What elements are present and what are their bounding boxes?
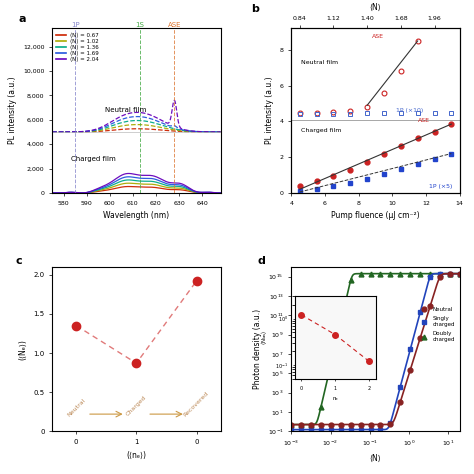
Doubly
charged [388, 271, 393, 276]
Doubly
charged [447, 271, 453, 276]
Neutral [457, 271, 463, 276]
Singly
charged [417, 310, 423, 315]
Neutral [447, 271, 453, 276]
Singly
charged [328, 427, 334, 432]
X-axis label: ⟨N⟩: ⟨N⟩ [370, 3, 382, 12]
Text: ASE: ASE [372, 34, 384, 39]
Text: Charged film: Charged film [71, 156, 115, 162]
Singly
charged [358, 427, 364, 432]
Neutral [358, 422, 364, 428]
Text: Neutral: Neutral [66, 397, 86, 417]
Doubly
charged [378, 271, 383, 276]
Doubly
charged [437, 271, 443, 276]
Singly
charged [338, 427, 344, 432]
Singly
charged [348, 427, 354, 432]
Neutral [348, 422, 354, 428]
Singly
charged [457, 271, 463, 276]
Neutral [318, 422, 324, 428]
Doubly
charged [358, 271, 364, 276]
Text: b: b [251, 4, 259, 14]
Singly
charged [298, 427, 304, 432]
Y-axis label: PL intensity (a.u.): PL intensity (a.u.) [9, 77, 18, 145]
Neutral [378, 422, 383, 428]
Line: Neutral: Neutral [289, 271, 462, 427]
Text: Neutral film: Neutral film [301, 60, 338, 65]
Neutral [397, 399, 403, 405]
Text: d: d [258, 255, 265, 265]
Doubly
charged [457, 271, 463, 276]
Singly
charged [437, 271, 443, 276]
Text: 1P (×10): 1P (×10) [396, 108, 423, 112]
Y-axis label: Photon density (a.u.): Photon density (a.u.) [253, 309, 262, 389]
Text: c: c [15, 255, 22, 265]
Y-axis label: (⟨Nₑ⟩): (⟨Nₑ⟩) [18, 339, 27, 360]
Neutral [407, 367, 413, 373]
Singly
charged [397, 384, 403, 390]
Neutral [437, 274, 443, 280]
Doubly
charged [427, 271, 433, 276]
Doubly
charged [289, 422, 294, 428]
Doubly
charged [407, 271, 413, 276]
Singly
charged [447, 271, 453, 276]
Neutral [388, 421, 393, 427]
Singly
charged [289, 427, 294, 432]
Text: 1S: 1S [136, 22, 144, 27]
Neutral [328, 422, 334, 428]
Text: Charged film: Charged film [301, 128, 342, 133]
Text: Recovered: Recovered [183, 390, 210, 417]
Text: Charged: Charged [125, 395, 147, 417]
Text: 1P (×5): 1P (×5) [429, 183, 453, 189]
Text: ASE: ASE [168, 22, 181, 27]
Doubly
charged [308, 422, 314, 428]
Singly
charged [308, 427, 314, 432]
Doubly
charged [397, 271, 403, 276]
Text: Neutral film: Neutral film [105, 108, 146, 113]
Legend: Neutral, Singly
charged, Doubly
charged: Neutral, Singly charged, Doubly charged [417, 304, 457, 345]
X-axis label: (⟨nₑ⟩): (⟨nₑ⟩) [127, 450, 146, 459]
Legend: ⟨N⟩ = 0.67, ⟨N⟩ = 1.02, ⟨N⟩ = 1.36, ⟨N⟩ = 1.69, ⟨N⟩ = 2.04: ⟨N⟩ = 0.67, ⟨N⟩ = 1.02, ⟨N⟩ = 1.36, ⟨N⟩ … [55, 31, 100, 64]
Neutral [308, 422, 314, 428]
Text: ASE: ASE [418, 118, 429, 123]
Y-axis label: PL intensity (a.u.): PL intensity (a.u.) [265, 77, 274, 145]
Doubly
charged [417, 271, 423, 276]
X-axis label: Wavelength (nm): Wavelength (nm) [103, 211, 169, 220]
Text: 1P: 1P [71, 22, 80, 27]
Doubly
charged [348, 277, 354, 283]
Doubly
charged [328, 361, 334, 367]
Neutral [417, 336, 423, 341]
X-axis label: Pump fluence (μJ cm⁻²): Pump fluence (μJ cm⁻²) [331, 211, 420, 220]
Neutral [338, 422, 344, 428]
Doubly
charged [298, 422, 304, 428]
Text: a: a [18, 14, 26, 24]
X-axis label: ⟨N⟩: ⟨N⟩ [370, 454, 382, 463]
Doubly
charged [338, 319, 344, 325]
Neutral [368, 422, 374, 428]
Line: Doubly
charged: Doubly charged [289, 271, 462, 427]
Singly
charged [318, 427, 324, 432]
Singly
charged [388, 420, 393, 426]
Doubly
charged [368, 271, 374, 276]
Neutral [289, 422, 294, 428]
Neutral [298, 422, 304, 428]
Singly
charged [378, 427, 383, 432]
Singly
charged [368, 427, 374, 432]
Neutral [427, 303, 433, 309]
Singly
charged [427, 274, 433, 280]
Doubly
charged [318, 404, 324, 410]
Line: Singly
charged: Singly charged [289, 271, 462, 432]
Singly
charged [407, 346, 413, 352]
